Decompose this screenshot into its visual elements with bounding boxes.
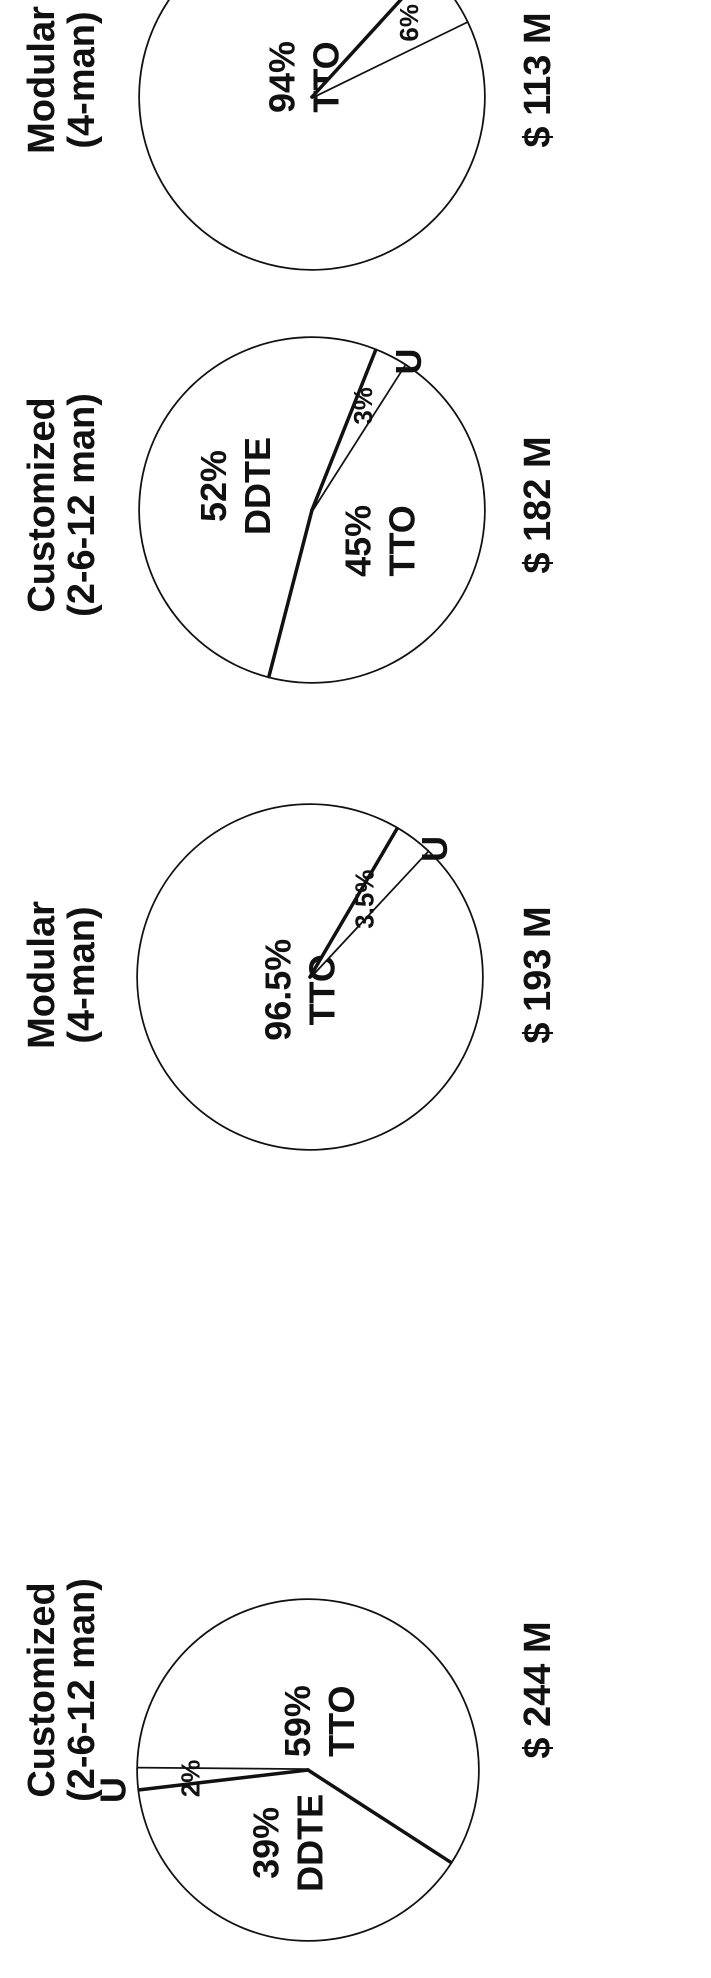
slice-divider [306, 1768, 453, 1865]
slice-category-label: TTO [381, 505, 422, 576]
chart-title: Customized [21, 397, 63, 612]
slice-category-label: U [414, 836, 455, 862]
total-cost-label: $ 244 M [517, 1621, 559, 1758]
slice-divider [310, 0, 403, 99]
chart-subtitle: (2-6-12 man) [61, 393, 103, 617]
pie-slice-tto [268, 364, 484, 682]
slice-value-label: 2% [176, 1760, 206, 1798]
slice-value-label: 96.5% [257, 939, 298, 1041]
total-cost-label: $ 113 M [517, 12, 559, 147]
pie-slice-tto [140, 0, 484, 269]
slice-category-label: U [388, 349, 429, 375]
slice-value-label: 94% [262, 41, 303, 113]
pie-chart-1: 59% TTO 39% DDTE 2% U Customized(2-6-12 man) $ … [21, 1578, 559, 1942]
slice-value-label: 3% [348, 387, 378, 425]
pie-chart-3: 45% TTO 52% DDTE 3% U Customized(2-6-12 man) $ … [21, 336, 559, 684]
pie-slice-u [312, 350, 405, 510]
slice-divider [137, 1768, 310, 1792]
slice-category-label: U [93, 1777, 134, 1803]
slice-category-label: DDTE [290, 1794, 331, 1892]
slice-divider [310, 348, 378, 512]
chart-subtitle: (4-man) [61, 906, 103, 1043]
total-cost-label: $ 193 M [517, 906, 559, 1043]
chart-title: Customized [21, 1582, 63, 1797]
slice-divider [267, 508, 314, 679]
slice-category-label: DDTE [237, 437, 278, 535]
slice-value-label: 45% [337, 505, 378, 577]
slice-value-label: 6% [394, 4, 424, 42]
chart-title: Modular [21, 901, 63, 1049]
slice-category-label: TTO [321, 1685, 362, 1756]
pie-slice-tto [138, 1600, 479, 1863]
slice-value-label: 52% [193, 450, 234, 522]
pie-slice-ddte [140, 338, 376, 677]
chart-title: Modular [21, 6, 63, 154]
total-cost-label: $ 182 M [517, 436, 559, 573]
pie-slice-u [310, 828, 428, 977]
pie-chart-2: 96.5% TTO 3.5% U Modular(4-man) $ 193 M [21, 803, 559, 1151]
slice-value-label: 3.5% [350, 870, 380, 929]
slice-divider [308, 826, 399, 979]
slice-category-label: TTO [301, 954, 342, 1025]
chart-subtitle: (4-man) [61, 11, 103, 148]
slice-value-label: 59% [277, 1685, 318, 1757]
chart-subtitle: (2-6-12 man) [61, 1578, 103, 1802]
slice-value-label: 39% [246, 1807, 287, 1879]
pie-slice-unlabeled [312, 0, 467, 97]
